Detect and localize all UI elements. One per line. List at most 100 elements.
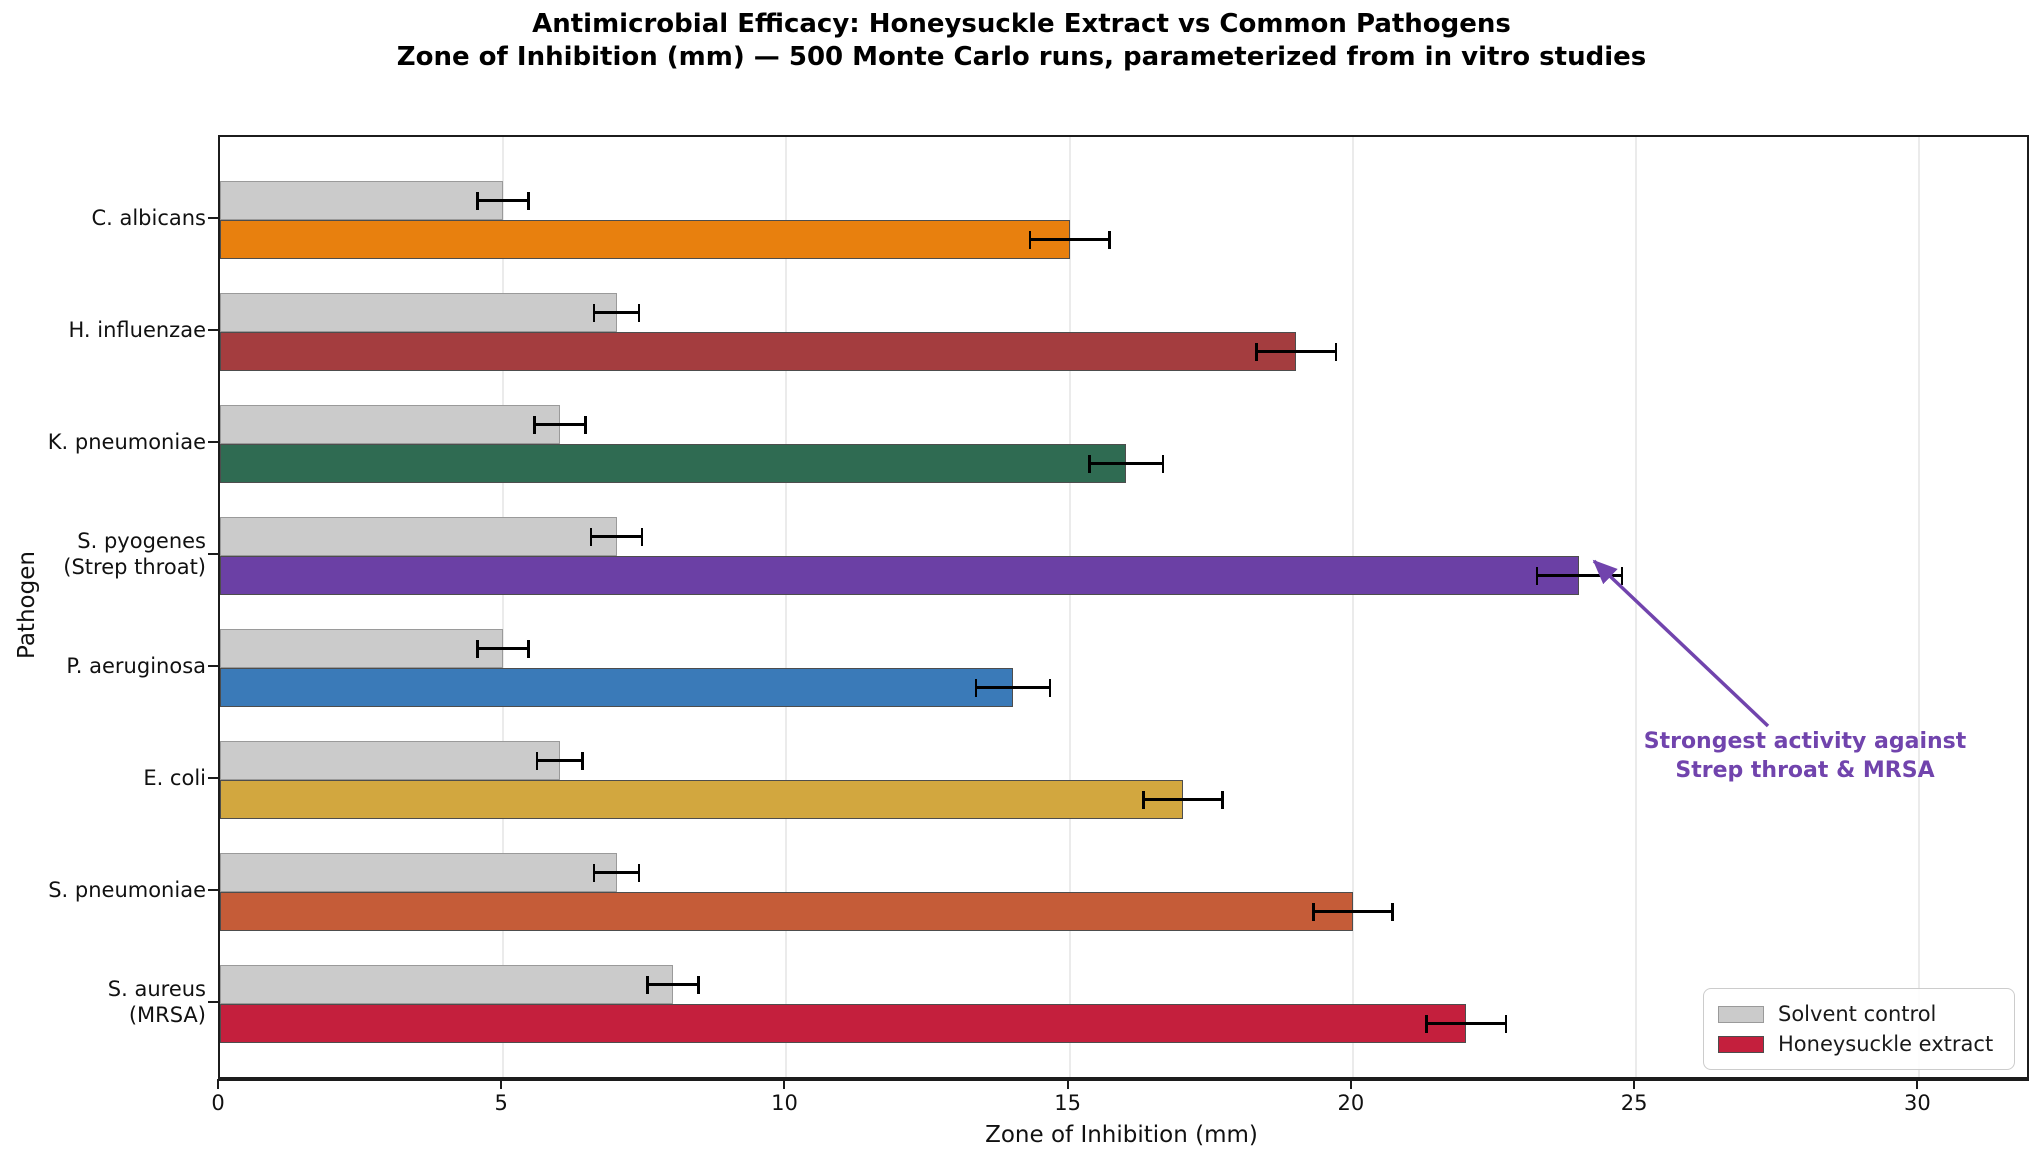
gridline [1918,137,1921,1077]
error-bar [1256,350,1336,353]
bar-control [220,517,617,556]
y-tick-label: S. pneumoniae [48,878,206,902]
gridline [1068,137,1071,1077]
error-bar-cap [646,975,649,994]
y-tick [208,777,218,779]
x-tick-label: 30 [1903,1091,1931,1115]
error-bar-cap [697,975,700,994]
bar-control [220,741,560,780]
x-tick [1916,1079,1919,1089]
error-bar-cap [527,191,530,210]
y-tick-label: S. pyogenes (Strep throat) [63,529,206,579]
y-tick [208,553,218,555]
error-bar-cap [637,863,641,882]
bar-extract [220,780,1183,819]
y-tick-label: E. coli [143,766,206,790]
error-bar-cap [640,527,644,546]
error-bar-cap [535,751,539,770]
error-bar-cap [637,303,641,322]
error-bar [1089,462,1164,465]
error-bar-cap [1391,902,1394,921]
error-bar-cap [476,191,479,210]
bar-extract [220,668,1014,707]
bar-extract [220,332,1297,371]
error-bar-cap [527,639,530,658]
x-tick [1349,1079,1352,1089]
error-bar-cap [1048,678,1052,697]
y-tick [208,889,218,891]
error-bar-cap [584,415,587,434]
gridline [1635,137,1638,1077]
error-bar-cap [592,303,596,322]
chart-title: Antimicrobial Efficacy: Honeysuckle Extr… [532,9,1511,39]
bar-control [220,629,504,668]
error-bar-cap [533,415,536,434]
legend-swatch-extract [1718,1035,1764,1053]
legend-label-extract: Honeysuckle extract [1778,1032,1994,1056]
x-tick-label: 20 [1337,1091,1365,1115]
error-bar-cap [581,751,584,770]
error-bar-cap [1535,566,1539,585]
error-bar [1426,1022,1506,1025]
x-tick [783,1079,786,1089]
annotation-text: Strongest activity against Strep throat … [1643,729,1967,783]
error-bar [1143,798,1223,801]
x-tick [217,1079,219,1089]
error-bar [1537,574,1622,577]
x-tick-label: 5 [494,1091,508,1115]
y-tick-label: H. influenzae [68,318,207,342]
error-bar-cap [1088,454,1091,473]
error-bar [537,759,583,762]
error-bar-cap [1334,342,1338,361]
x-tick-label: 0 [211,1091,225,1115]
x-tick-label: 25 [1620,1091,1648,1115]
x-tick [1066,1079,1069,1089]
bar-control [220,181,504,220]
y-tick-label: K. pneumoniae [47,430,206,454]
y-tick-label: S. aureus (MRSA) [107,977,206,1027]
y-tick [208,329,218,331]
x-tick [1633,1079,1636,1089]
gridline [785,137,788,1077]
error-bar-cap [589,527,593,546]
error-bar [477,647,529,650]
error-bar-cap [1142,790,1145,809]
bar-control [220,853,617,892]
x-tick-label: 15 [1054,1091,1082,1115]
gridline [1351,137,1354,1077]
error-bar-cap [1312,902,1315,921]
bar-control [220,405,560,444]
x-axis-title: Zone of Inhibition (mm) [985,1122,1258,1148]
y-tick [208,217,218,219]
y-tick [208,441,218,443]
error-bar-cap [1028,230,1032,249]
error-bar-cap [974,678,978,697]
error-bar-cap [476,639,479,658]
bar-extract [220,892,1353,931]
error-bar-cap [1108,230,1111,249]
error-bar [1313,910,1393,913]
bar-extract [220,444,1127,483]
chart-header: Antimicrobial Efficacy: Honeysuckle Extr… [0,8,2043,74]
gridline [502,137,505,1077]
x-tick-label: 10 [771,1091,798,1115]
legend-label-control: Solvent control [1778,1002,1937,1026]
error-bar-cap [1161,454,1165,473]
y-tick [208,665,218,667]
legend-swatch-control [1718,1005,1764,1023]
error-bar [1030,238,1110,241]
error-bar [591,535,642,538]
error-bar-cap [1221,790,1224,809]
error-bar [477,199,529,202]
error-bar-cap [1620,566,1624,585]
y-tick-label: P. aeruginosa [66,654,206,678]
error-bar-cap [1504,1014,1508,1033]
error-bar [647,983,699,986]
bar-extract [220,1004,1467,1043]
plot-area [218,135,2029,1081]
bar-extract [220,220,1070,259]
bar-extract [220,556,1580,595]
error-bar-cap [592,863,596,882]
error-bar [593,311,640,314]
y-tick [208,1001,218,1003]
